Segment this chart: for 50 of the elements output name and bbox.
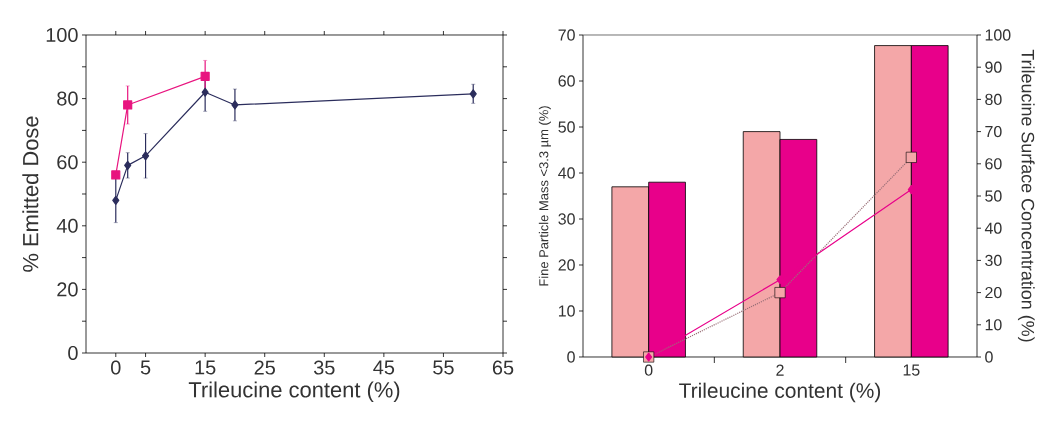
y-tick-label: 20 <box>558 259 575 271</box>
x-axis-title: Trileucine content (%) <box>188 381 400 402</box>
point <box>469 89 477 99</box>
x-axis-title: Trileucine content (%) <box>679 382 881 403</box>
y2-tick-label: 40 <box>984 222 1002 234</box>
point <box>112 195 120 205</box>
point <box>231 100 239 110</box>
y-axis-title: Fine Particle Mass <3.3 µm (%) <box>538 106 551 286</box>
y-axis-title: % Emitted Dose <box>22 116 39 272</box>
x-tick-label: 5 <box>140 360 151 375</box>
y-tick-label: 20 <box>57 282 78 297</box>
y2-tick-label: 30 <box>985 254 1002 267</box>
y-tick-label: 100 <box>46 27 78 43</box>
y-tick-label: 0 <box>567 351 575 363</box>
point <box>111 170 121 180</box>
y-tick-label: 30 <box>558 213 575 225</box>
y2-tick-label: 60 <box>985 158 1002 170</box>
x-tick-label: 65 <box>492 360 514 375</box>
y2-tick-label: 100 <box>985 29 1011 41</box>
y-tick-label: 40 <box>56 218 78 233</box>
y2-tick-label: 20 <box>985 286 1002 299</box>
y-tick-label: 60 <box>558 75 575 87</box>
x-tick-label: 35 <box>313 360 335 375</box>
x-tick-label: 15 <box>903 364 920 376</box>
y2-tick-label: 90 <box>985 61 1002 73</box>
y-tick-label: 40 <box>558 167 575 179</box>
point <box>141 151 150 161</box>
y-tick-label: 0 <box>68 345 78 361</box>
x-tick-label: 2 <box>776 364 784 376</box>
y-tick-label: 50 <box>558 121 575 133</box>
x-tick-label: 0 <box>111 360 121 375</box>
x-tick-label: 45 <box>373 360 395 375</box>
y-tick-label: 10 <box>558 305 575 317</box>
x-tick-label: 55 <box>433 360 454 375</box>
x-tick-label: 0 <box>644 364 653 376</box>
y-tick-label: 60 <box>57 155 78 170</box>
y2-tick-label: 0 <box>985 351 993 363</box>
y-tick-label: 70 <box>558 29 575 41</box>
point <box>123 100 133 110</box>
y2-tick-label: 10 <box>985 319 1002 331</box>
y2-tick-label: 70 <box>985 125 1002 138</box>
point <box>124 160 132 170</box>
y2-tick-label: 50 <box>985 190 1002 202</box>
x-tick-label: 15 <box>195 360 216 375</box>
point <box>200 71 210 81</box>
y2-tick-label: 80 <box>985 93 1002 106</box>
point <box>201 87 209 97</box>
y-tick-label: 80 <box>57 91 78 106</box>
y2-axis-title: Trileucine Surface Concentration (%) <box>1017 49 1035 342</box>
x-tick-label: 25 <box>254 360 275 375</box>
